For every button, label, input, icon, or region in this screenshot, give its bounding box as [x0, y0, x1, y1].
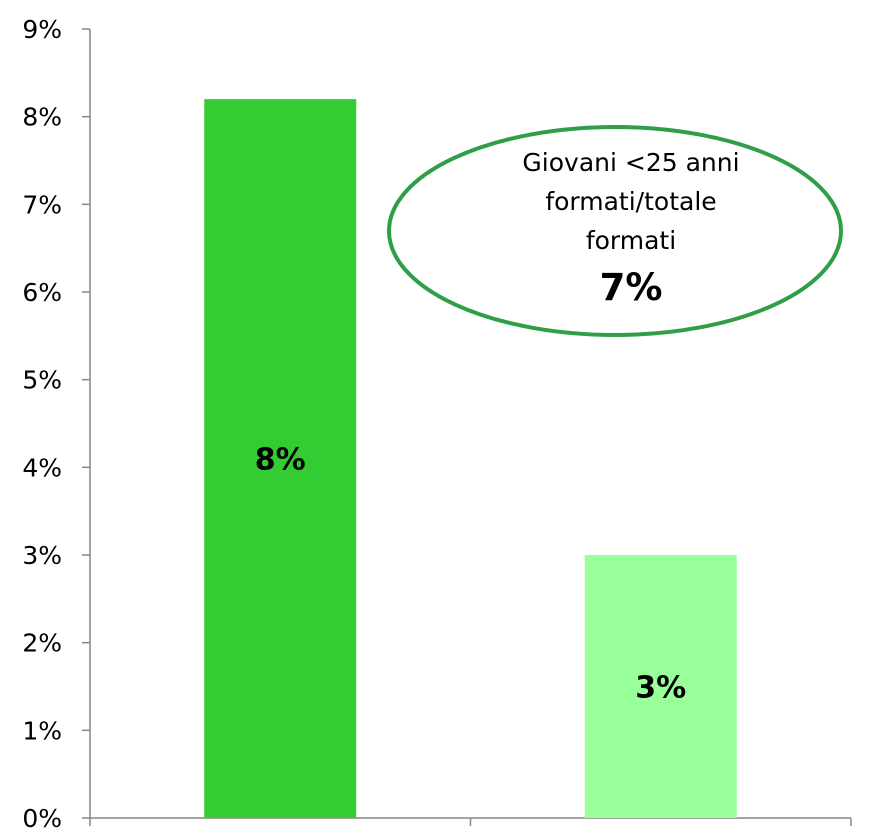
y-tick-label: 1%: [22, 716, 62, 745]
y-tick-label: 6%: [22, 278, 62, 307]
annotation-callout: Giovani <25 anni formati/totale formati …: [387, 125, 843, 337]
annotation-line-3: formati: [586, 226, 676, 255]
y-tick-label: 4%: [22, 453, 62, 482]
y-tick-label: 8%: [22, 103, 62, 132]
axes: 0% 1% 2% 3% 4% 5% 6% 7% 8% 9%: [22, 15, 852, 832]
y-tick-label: 9%: [22, 15, 62, 44]
bars: [204, 99, 737, 819]
annotation-ellipse: [387, 125, 843, 337]
bar: [584, 555, 737, 818]
y-tick-label: 0%: [22, 804, 62, 828]
bar: [204, 99, 357, 819]
y-tick-label: 7%: [22, 190, 62, 219]
y-tick-label: 5%: [22, 366, 62, 395]
bar-value-label: 8%: [255, 443, 306, 478]
annotation-line-1: Giovani <25 anni: [522, 148, 739, 177]
data-labels: 8% 3%: [255, 443, 686, 706]
y-tick-label: 3%: [22, 541, 62, 570]
bar-value-label: 3%: [635, 671, 686, 706]
annotation-line-2: formati/totale: [545, 187, 716, 216]
y-tick-label: 2%: [22, 629, 62, 658]
annotation-value: 7%: [600, 266, 663, 309]
